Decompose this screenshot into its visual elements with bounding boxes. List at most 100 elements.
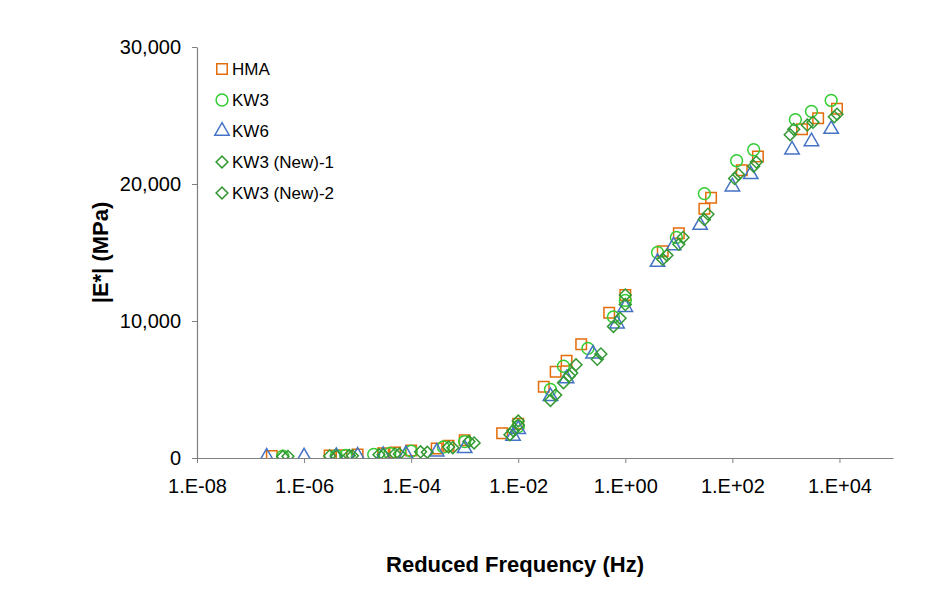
point	[748, 144, 760, 156]
point	[463, 436, 475, 448]
legend-label: KW3 (New)-2	[232, 184, 334, 203]
point	[512, 415, 524, 427]
point	[698, 188, 710, 200]
point	[550, 389, 562, 401]
legend-item: KW3 (New)-1	[216, 153, 334, 172]
tick: 20,000	[120, 173, 197, 195]
legend-marker	[217, 64, 227, 74]
point	[806, 105, 818, 117]
point	[595, 348, 607, 360]
point	[733, 168, 745, 180]
point	[807, 116, 819, 128]
point	[576, 339, 586, 349]
point	[550, 366, 560, 376]
point	[563, 370, 575, 382]
legend-marker	[216, 156, 228, 168]
point	[619, 289, 631, 301]
series	[259, 121, 838, 458]
series	[277, 111, 840, 458]
tick: 1.E+00	[594, 458, 658, 497]
x-axis-title: Reduced Frequency (Hz)	[386, 552, 644, 577]
x-axis: 1.E-08 1.E-06 1.E-04 1.E-02 1.E+00 1.E+02 1.E+…	[168, 458, 893, 497]
legend-marker	[216, 94, 228, 106]
tick-mark	[839, 458, 840, 463]
tick-mark	[192, 321, 197, 322]
point	[297, 448, 311, 458]
legend-item: KW6	[215, 122, 269, 141]
tick: 1.E-02	[489, 458, 548, 497]
tick-mark	[625, 458, 626, 463]
tick-label: 1.E+04	[808, 475, 872, 497]
points	[259, 95, 842, 458]
point	[570, 359, 582, 371]
tick-label: 1.E+02	[701, 475, 765, 497]
series	[282, 108, 843, 458]
tick-label: 0	[170, 447, 181, 469]
y-axis-title: |E*| (MPa)	[88, 202, 113, 304]
point	[657, 253, 669, 265]
tick-label: 1.E-02	[489, 475, 548, 497]
point	[343, 450, 355, 458]
tick-label: 1.E-04	[382, 475, 441, 497]
tick-label: 30,000	[120, 36, 181, 58]
tick: 1.E-06	[275, 458, 334, 497]
tick-mark	[197, 458, 198, 463]
point	[614, 312, 626, 324]
legend-marker	[216, 187, 228, 199]
point	[259, 449, 273, 458]
tick: 1.E-04	[382, 458, 441, 497]
chart: 1.E-08 1.E-06 1.E-04 1.E-02 1.E+00 1.E+02 1.E+…	[0, 0, 928, 605]
point	[788, 123, 800, 135]
tick-label: 1.E+00	[594, 475, 658, 497]
tick-mark	[732, 458, 733, 463]
legend-label: KW3 (New)-1	[232, 153, 334, 172]
point	[706, 192, 716, 202]
point	[282, 450, 294, 458]
legend-marker	[215, 123, 229, 135]
point	[702, 208, 714, 220]
series	[277, 95, 837, 458]
y-axis: 0 10,000 20,000 30,000	[120, 36, 198, 469]
point	[399, 446, 413, 458]
point	[661, 249, 673, 261]
point	[539, 382, 549, 392]
tick-mark	[192, 184, 197, 185]
legend-item: KW3	[216, 91, 269, 110]
tick-label: 1.E-06	[275, 475, 334, 497]
point	[824, 121, 838, 133]
tick: 1.E+02	[701, 458, 765, 497]
point	[389, 448, 401, 458]
point	[324, 450, 336, 458]
point	[677, 232, 689, 244]
axis-line	[197, 48, 198, 459]
tick-label: 10,000	[120, 310, 181, 332]
point	[785, 141, 799, 153]
tick: 10,000	[120, 310, 197, 332]
point	[558, 377, 570, 389]
point	[831, 108, 843, 120]
legend-label: HMA	[232, 60, 270, 79]
point	[330, 450, 342, 458]
legend: HMA KW3 KW6 KW3 (New)-1 KW3 (New)-2	[215, 60, 334, 203]
tick-mark	[192, 47, 197, 48]
point	[789, 114, 801, 126]
tick-mark	[518, 458, 519, 463]
point	[415, 446, 427, 458]
legend-item: KW3 (New)-2	[216, 184, 334, 203]
axis-line	[198, 458, 894, 459]
legend-label: KW6	[232, 122, 269, 141]
tick: 30,000	[120, 36, 197, 58]
legend-item: HMA	[217, 60, 271, 79]
point	[825, 95, 837, 107]
tick: 1.E+04	[808, 458, 872, 497]
tick-mark	[411, 458, 412, 463]
tick-label: 1.E-08	[168, 475, 227, 497]
tick-mark	[192, 458, 197, 459]
plot: 1.E-08 1.E-06 1.E-04 1.E-02 1.E+00 1.E+02 1.E+…	[120, 36, 894, 497]
legend-label: KW3	[232, 91, 269, 110]
point	[443, 441, 455, 453]
point	[373, 449, 385, 458]
point	[750, 156, 762, 168]
point	[804, 133, 818, 145]
series	[267, 103, 843, 458]
